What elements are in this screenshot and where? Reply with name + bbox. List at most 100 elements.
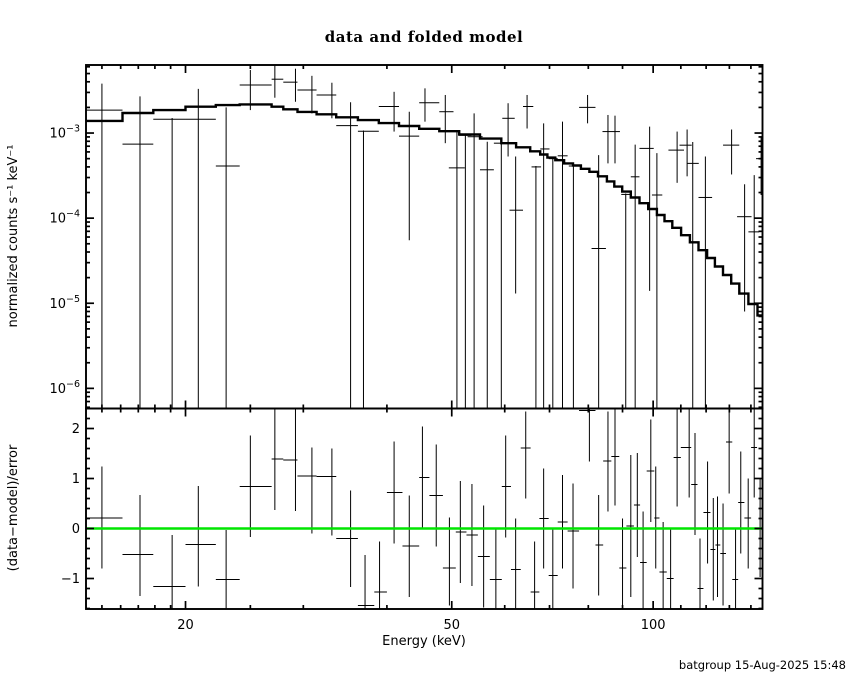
- x-tick-labels: 20 50 100: [177, 618, 665, 633]
- residual-point: [501, 435, 511, 538]
- residual-point: [185, 486, 216, 587]
- residual-point: [744, 478, 752, 569]
- residual-point: [720, 503, 727, 606]
- model-histogram: [86, 103, 763, 317]
- residual-point: [271, 408, 284, 510]
- data-point: [185, 88, 216, 409]
- data-point: [297, 75, 317, 114]
- residual-panel: −1 0 1 2: [61, 407, 763, 610]
- top-panel-y-tick-labels: 10−3 10−4 10−5 10−6: [49, 124, 80, 397]
- data-point: [493, 142, 509, 409]
- data-points: [86, 65, 763, 409]
- chart-title: data and folded model: [325, 28, 523, 46]
- residual-point: [539, 468, 549, 569]
- data-point: [357, 130, 379, 409]
- residual-point: [567, 483, 580, 589]
- top-panel-ticks: [86, 65, 763, 409]
- data-point: [698, 156, 713, 409]
- residual-point: [633, 453, 641, 557]
- residual-point: [732, 528, 739, 609]
- top-panel: 10−3 10−4 10−5 10−6: [49, 65, 763, 409]
- residual-point: [442, 517, 456, 606]
- residual-point: [297, 447, 317, 534]
- residual-point: [703, 461, 711, 564]
- residual-point: [557, 475, 568, 569]
- residual-point: [659, 522, 667, 609]
- residual-point: [530, 541, 540, 609]
- y-axis-label-spectrum: normalized counts s⁻¹ keV⁻¹: [6, 145, 21, 328]
- residual-point: [153, 535, 186, 609]
- residual-point: [715, 496, 721, 597]
- residual-point: [283, 408, 298, 511]
- data-point: [602, 114, 613, 164]
- data-point: [639, 126, 654, 291]
- residual-frame: [85, 407, 764, 610]
- residual-point: [520, 411, 531, 499]
- data-point: [239, 70, 272, 111]
- data-point: [502, 103, 515, 157]
- x-tick-label: 20: [177, 618, 194, 633]
- residual-point: [239, 435, 272, 537]
- data-point: [591, 155, 606, 409]
- data-point: [122, 96, 154, 409]
- residual-point: [419, 426, 430, 529]
- residual-point: [336, 490, 358, 587]
- data-point: [439, 94, 454, 144]
- data-point: [737, 184, 752, 312]
- residual-point: [466, 484, 478, 586]
- residual-point: [603, 411, 612, 512]
- residual-point: [666, 528, 674, 609]
- residual-point: [579, 408, 596, 462]
- data-point: [651, 153, 663, 409]
- data-point: [378, 91, 400, 132]
- data-point: [399, 111, 420, 241]
- residual-point: [680, 408, 692, 498]
- data-point: [509, 156, 524, 294]
- data-point: [419, 88, 440, 122]
- data-point: [621, 193, 631, 409]
- data-point: [612, 115, 620, 164]
- y-tick-label: 0: [72, 522, 80, 537]
- residual-point: [738, 451, 745, 554]
- residual-point: [489, 528, 502, 609]
- data-point: [86, 83, 123, 409]
- data-point: [283, 68, 298, 102]
- x-axis-label: Energy (keV): [382, 634, 466, 649]
- residual-point: [316, 448, 337, 536]
- data-point: [540, 123, 550, 409]
- y-tick-label: 10−4: [49, 209, 80, 227]
- residual-point: [626, 455, 634, 597]
- residual-point: [697, 538, 704, 609]
- residual-point: [477, 505, 490, 608]
- residual-point: [726, 408, 733, 494]
- spectrum-frame: [85, 64, 764, 410]
- residual-points: [86, 408, 763, 609]
- data-point: [557, 121, 568, 409]
- y-tick-label: 2: [72, 422, 80, 437]
- residual-point: [640, 511, 647, 609]
- residual-point: [429, 444, 443, 547]
- data-point: [467, 113, 483, 409]
- residual-point: [710, 498, 716, 601]
- data-point: [568, 165, 579, 409]
- data-point: [479, 141, 494, 409]
- data-point: [630, 144, 640, 409]
- timestamp: batgroup 15-Aug-2025 15:48: [679, 658, 846, 672]
- residual-point: [611, 408, 620, 506]
- data-point: [723, 129, 740, 175]
- data-point: [448, 131, 465, 409]
- residual-point: [386, 441, 403, 544]
- residual-point: [654, 466, 660, 569]
- residual-point: [215, 530, 240, 609]
- residual-point: [357, 555, 375, 609]
- residual-point: [548, 528, 558, 609]
- data-point: [153, 118, 186, 409]
- y-tick-label: 1: [72, 472, 80, 487]
- data-point: [548, 157, 558, 409]
- residual-point: [510, 518, 521, 609]
- residual-point: [751, 408, 758, 498]
- x-tick-label: 100: [641, 618, 666, 633]
- y-tick-label: 10−3: [49, 124, 80, 142]
- residual-point: [595, 495, 604, 596]
